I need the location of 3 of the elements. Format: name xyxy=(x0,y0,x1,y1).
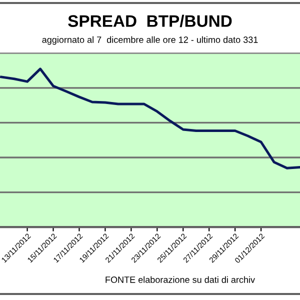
chart-subtitle: aggiornato al 7 dicembre alle ore 12 - ultimo dato 331 xyxy=(42,36,258,45)
source-note: FONTE elaborazione su dati di archiv xyxy=(106,276,255,283)
chart-title: SPREAD BTP/BUND xyxy=(68,14,232,28)
